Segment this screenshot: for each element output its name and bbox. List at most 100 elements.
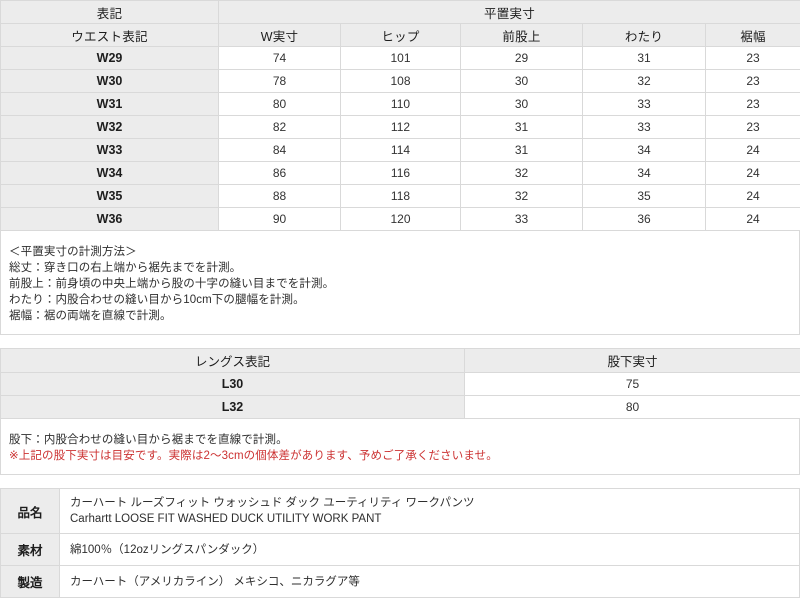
cell-size: W29: [1, 47, 219, 70]
cell-hip: 101: [341, 47, 461, 70]
table-row: L30 75: [1, 373, 800, 396]
cell-hem: 23: [706, 116, 800, 139]
product-info-table: 品名 カーハート ルーズフィット ウォッシュド ダック ユーティリティ ワークパ…: [0, 488, 800, 598]
measure-notes-line-hem-width: 裾幅：裾の両端を直線で計測。: [9, 308, 791, 324]
size-table-body: W29 74 101 29 31 23 W30 78 108 30 32 23 …: [1, 47, 800, 231]
size-table-head: 表記 平置実寸 ウエスト表記 W実寸 ヒップ 前股上 わたり 裾幅: [1, 1, 800, 47]
cell-hem: 24: [706, 139, 800, 162]
cell-hem: 24: [706, 208, 800, 231]
column-header-hip: ヒップ: [341, 24, 461, 47]
table-row: W34 86 116 32 34 24: [1, 162, 800, 185]
cell-hip: 110: [341, 93, 461, 116]
cell-waist: 84: [219, 139, 341, 162]
cell-size: W30: [1, 70, 219, 93]
section-spacer: [0, 335, 800, 348]
column-header-length-label: レングス表記: [1, 349, 465, 373]
column-header-waist-actual: W実寸: [219, 24, 341, 47]
cell-front-rise: 30: [461, 70, 583, 93]
cell-inseam: 75: [465, 373, 800, 396]
info-label-manufacture: 製造: [1, 566, 60, 598]
cell-front-rise: 31: [461, 116, 583, 139]
cell-size: W31: [1, 93, 219, 116]
section-spacer-2: [0, 475, 800, 488]
cell-thigh: 33: [583, 93, 706, 116]
table-row: W33 84 114 31 34 24: [1, 139, 800, 162]
measure-notes-line-total-length: 総丈：穿き口の右上端から裾先までを計測。: [9, 260, 791, 276]
length-table-header-row: レングス表記 股下実寸: [1, 349, 800, 373]
cell-front-rise: 31: [461, 139, 583, 162]
cell-waist: 82: [219, 116, 341, 139]
length-table-body: L30 75 L32 80: [1, 373, 800, 419]
cell-thigh: 32: [583, 70, 706, 93]
cell-hip: 118: [341, 185, 461, 208]
table-row: W36 90 120 33 36 24: [1, 208, 800, 231]
cell-thigh: 33: [583, 116, 706, 139]
cell-hem: 24: [706, 162, 800, 185]
cell-front-rise: 32: [461, 185, 583, 208]
size-table-measurements-group-header: 平置実寸: [219, 1, 800, 24]
cell-thigh: 34: [583, 162, 706, 185]
cell-thigh: 36: [583, 208, 706, 231]
cell-waist: 90: [219, 208, 341, 231]
cell-hip: 120: [341, 208, 461, 231]
length-notes-line-inseam: 股下：内股合わせの縫い目から裾までを直線で計測。: [9, 432, 791, 448]
info-value-product-name: カーハート ルーズフィット ウォッシュド ダック ユーティリティ ワークパンツ …: [60, 489, 800, 534]
cell-waist: 86: [219, 162, 341, 185]
cell-hip: 112: [341, 116, 461, 139]
cell-hip: 108: [341, 70, 461, 93]
cell-hip: 114: [341, 139, 461, 162]
table-row: W32 82 112 31 33 23: [1, 116, 800, 139]
table-row: 素材 綿100％（12ozリングスパンダック）: [1, 534, 800, 566]
column-header-thigh: わたり: [583, 24, 706, 47]
cell-size: W33: [1, 139, 219, 162]
cell-hem: 23: [706, 93, 800, 116]
product-name-en: Carhartt LOOSE FIT WASHED DUCK UTILITY W…: [70, 511, 799, 527]
cell-front-rise: 33: [461, 208, 583, 231]
cell-hem: 24: [706, 185, 800, 208]
cell-waist: 88: [219, 185, 341, 208]
cell-hem: 23: [706, 47, 800, 70]
column-header-inseam: 股下実寸: [465, 349, 800, 373]
cell-thigh: 31: [583, 47, 706, 70]
cell-size: W34: [1, 162, 219, 185]
cell-front-rise: 30: [461, 93, 583, 116]
length-table-head: レングス表記 股下実寸: [1, 349, 800, 373]
cell-size: W32: [1, 116, 219, 139]
cell-thigh: 35: [583, 185, 706, 208]
cell-waist: 78: [219, 70, 341, 93]
cell-size: W35: [1, 185, 219, 208]
size-measurement-table: 表記 平置実寸 ウエスト表記 W実寸 ヒップ 前股上 わたり 裾幅 W29 74…: [0, 0, 800, 231]
info-value-manufacture: カーハート（アメリカライン） メキシコ、ニカラグア等: [60, 566, 800, 598]
info-label-material: 素材: [1, 534, 60, 566]
table-row: 品名 カーハート ルーズフィット ウォッシュド ダック ユーティリティ ワークパ…: [1, 489, 800, 534]
cell-front-rise: 29: [461, 47, 583, 70]
column-header-hem-width: 裾幅: [706, 24, 800, 47]
cell-hem: 23: [706, 70, 800, 93]
info-value-material: 綿100％（12ozリングスパンダック）: [60, 534, 800, 566]
cell-thigh: 34: [583, 139, 706, 162]
table-row: L32 80: [1, 396, 800, 419]
measure-notes-line-thigh: わたり：内股合わせの縫い目から10cm下の腿幅を計測。: [9, 292, 791, 308]
cell-waist: 74: [219, 47, 341, 70]
size-chart-page: 表記 平置実寸 ウエスト表記 W実寸 ヒップ 前股上 わたり 裾幅 W29 74…: [0, 0, 800, 514]
table-row: W35 88 118 32 35 24: [1, 185, 800, 208]
table-row: 製造 カーハート（アメリカライン） メキシコ、ニカラグア等: [1, 566, 800, 598]
cell-hip: 116: [341, 162, 461, 185]
product-name-ja: カーハート ルーズフィット ウォッシュド ダック ユーティリティ ワークパンツ: [70, 497, 475, 509]
column-header-waist-label: ウエスト表記: [1, 24, 219, 47]
size-table-column-header-row: ウエスト表記 W実寸 ヒップ 前股上 わたり 裾幅: [1, 24, 800, 47]
cell-waist: 80: [219, 93, 341, 116]
product-info-body: 品名 カーハート ルーズフィット ウォッシュド ダック ユーティリティ ワークパ…: [1, 489, 800, 598]
cell-length: L32: [1, 396, 465, 419]
cell-length: L30: [1, 373, 465, 396]
length-method-notes: 股下：内股合わせの縫い目から裾までを直線で計測。 ※上記の股下実寸は目安です。実…: [0, 419, 800, 475]
info-label-product-name: 品名: [1, 489, 60, 534]
length-notes-warning: ※上記の股下実寸は目安です。実際は2〜3cmの個体差があります、予めご了承くださ…: [9, 448, 791, 464]
measure-notes-line-front-rise: 前股上：前身頃の中央上端から股の十字の縫い目までを計測。: [9, 276, 791, 292]
cell-front-rise: 32: [461, 162, 583, 185]
measurement-method-notes: ＜平置実寸の計測方法＞ 総丈：穿き口の右上端から裾先までを計測。 前股上：前身頃…: [0, 231, 800, 335]
length-measurement-table: レングス表記 股下実寸 L30 75 L32 80: [0, 348, 800, 419]
cell-inseam: 80: [465, 396, 800, 419]
table-row: W30 78 108 30 32 23: [1, 70, 800, 93]
column-header-front-rise: 前股上: [461, 24, 583, 47]
